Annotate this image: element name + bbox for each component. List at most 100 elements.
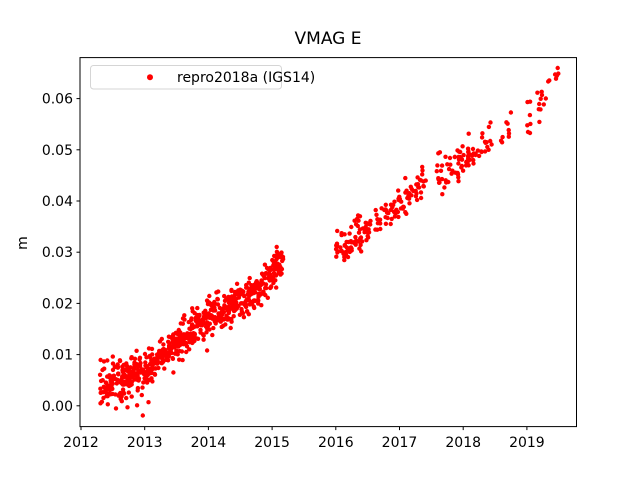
data-point <box>466 149 471 154</box>
data-point <box>168 335 174 340</box>
data-point <box>382 207 387 213</box>
data-point <box>213 321 218 326</box>
x-tick-label: 2013 <box>127 435 163 451</box>
data-point <box>189 317 194 323</box>
data-point <box>355 213 361 218</box>
data-point <box>245 297 250 302</box>
data-point <box>378 221 383 226</box>
data-point <box>456 179 461 184</box>
data-point <box>109 385 114 390</box>
plot-border <box>79 57 577 428</box>
data-point <box>232 297 237 302</box>
data-point <box>148 369 153 375</box>
data-point <box>407 201 412 206</box>
data-point <box>388 221 393 227</box>
data-point <box>185 331 190 336</box>
data-point <box>389 216 394 222</box>
y-axis-label: m <box>15 236 31 250</box>
data-point <box>274 244 279 250</box>
data-point <box>527 112 533 118</box>
data-point <box>113 406 119 411</box>
data-point <box>119 399 125 404</box>
data-point <box>168 347 174 352</box>
data-point <box>504 120 509 125</box>
data-point <box>110 367 116 373</box>
data-point <box>134 348 139 353</box>
data-point <box>437 150 443 155</box>
data-point <box>479 135 485 140</box>
data-point <box>456 161 461 166</box>
data-point <box>403 210 408 215</box>
data-point <box>101 359 107 364</box>
data-point <box>195 322 200 327</box>
data-point <box>278 252 284 257</box>
data-point <box>413 194 419 199</box>
data-point <box>120 368 125 373</box>
y-tick-label: 0.01 <box>42 348 73 364</box>
data-point <box>461 152 466 158</box>
data-point <box>129 382 134 387</box>
data-point <box>342 243 347 248</box>
data-point <box>359 249 364 254</box>
data-point <box>227 305 232 310</box>
y-tick-label: 0.04 <box>42 194 73 210</box>
data-point <box>414 197 420 203</box>
data-point <box>335 228 340 234</box>
data-point <box>140 413 145 418</box>
data-point <box>263 292 268 298</box>
data-point <box>236 288 241 293</box>
data-point <box>537 101 542 107</box>
data-point <box>479 149 484 155</box>
data-point <box>373 227 378 232</box>
data-point <box>506 127 511 133</box>
data-point <box>488 138 493 144</box>
data-point <box>539 89 544 95</box>
data-point <box>137 362 143 367</box>
data-point <box>105 402 111 407</box>
data-point <box>553 76 559 81</box>
data-point <box>229 319 234 324</box>
data-point <box>353 242 358 247</box>
data-point <box>207 293 212 299</box>
y-tick-label: 0.00 <box>42 399 73 415</box>
x-tick-label: 2015 <box>254 435 290 451</box>
data-point <box>274 249 280 254</box>
data-point <box>155 361 160 366</box>
data-point <box>121 382 127 387</box>
data-point <box>162 366 167 371</box>
data-point <box>198 330 203 335</box>
data-point <box>215 318 220 323</box>
data-point <box>261 273 266 279</box>
data-point <box>383 221 389 226</box>
data-point <box>177 357 182 362</box>
data-point <box>219 324 224 330</box>
data-point <box>173 331 178 336</box>
data-point <box>181 342 186 347</box>
data-point <box>147 361 153 367</box>
data-point <box>374 212 379 217</box>
data-point <box>449 171 454 176</box>
data-point <box>406 193 411 198</box>
data-point <box>105 358 110 363</box>
data-point <box>170 356 176 361</box>
data-point <box>104 387 109 392</box>
data-point <box>536 107 541 112</box>
data-point <box>212 315 218 320</box>
data-point <box>418 190 424 195</box>
data-point <box>342 257 347 263</box>
data-point <box>349 224 354 230</box>
data-point <box>535 90 540 95</box>
data-point <box>104 381 109 386</box>
data-point <box>195 336 201 341</box>
legend-label: repro2018a (IGS14) <box>177 70 315 86</box>
data-point <box>440 192 445 197</box>
data-point <box>356 239 361 244</box>
data-point <box>149 365 155 370</box>
data-point <box>500 134 505 140</box>
data-point <box>184 349 189 355</box>
data-point <box>146 400 151 405</box>
data-point <box>353 234 358 240</box>
data-point <box>459 165 464 170</box>
data-point <box>153 356 159 361</box>
data-point <box>139 392 144 398</box>
